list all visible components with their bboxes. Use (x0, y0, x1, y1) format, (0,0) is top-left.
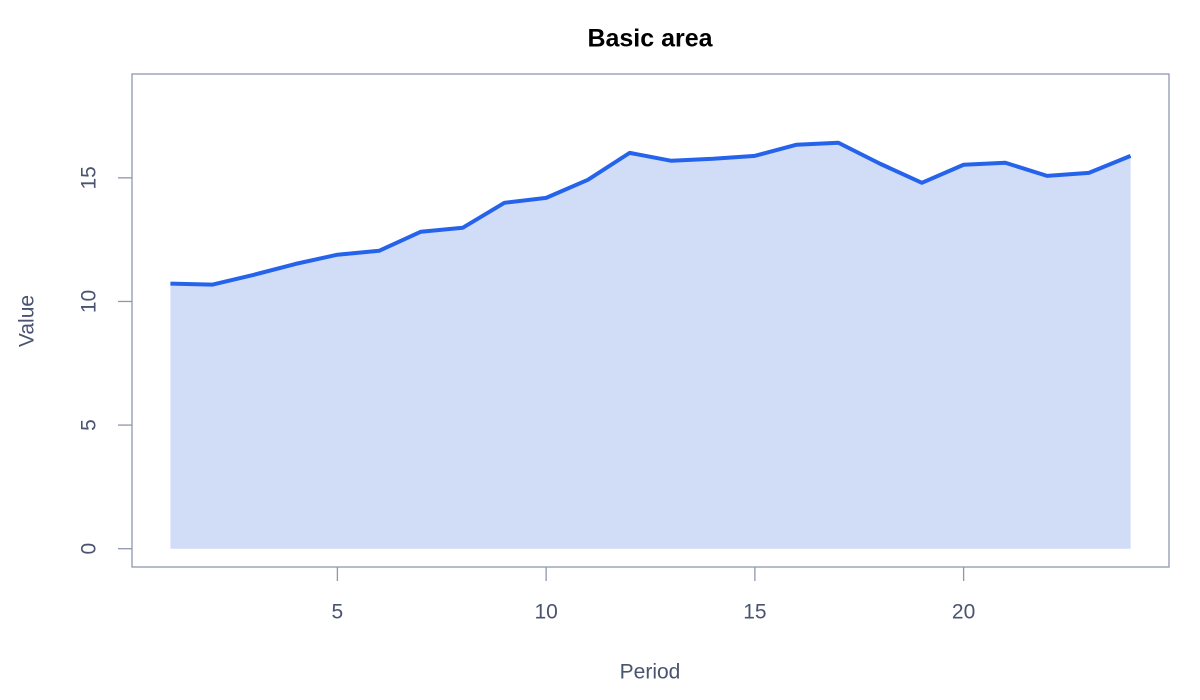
y-tick-label: 0 (78, 543, 101, 555)
x-tick-label: 15 (743, 601, 766, 624)
x-axis-label: Period (620, 661, 681, 684)
y-tick-label: 5 (78, 419, 101, 431)
chart-title: Basic area (587, 25, 713, 53)
x-tick-label: 5 (332, 601, 344, 624)
x-tick-label: 10 (534, 601, 557, 624)
x-tick-label: 20 (952, 601, 975, 624)
y-axis-label: Value (16, 295, 39, 347)
area-line (170, 140, 1132, 287)
y-tick-label: 15 (78, 166, 101, 189)
plot-frame (131, 73, 1170, 568)
y-tick-label: 10 (78, 290, 101, 313)
area-fill (170, 142, 1131, 549)
